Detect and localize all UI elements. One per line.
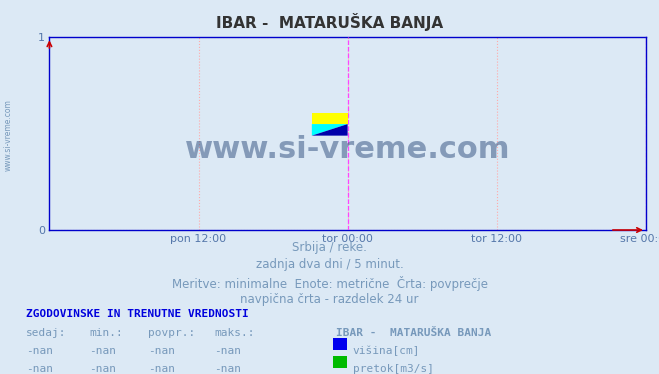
Text: maks.:: maks.: [214,328,254,338]
Text: sedaj:: sedaj: [26,328,67,338]
Text: ZGODOVINSKE IN TRENUTNE VREDNOSTI: ZGODOVINSKE IN TRENUTNE VREDNOSTI [26,309,249,319]
FancyBboxPatch shape [312,113,348,124]
Text: -nan: -nan [89,364,116,374]
Text: Meritve: minimalne  Enote: metrične  Črta: povprečje: Meritve: minimalne Enote: metrične Črta:… [171,276,488,291]
Text: -nan: -nan [89,346,116,356]
Text: višina[cm]: višina[cm] [353,346,420,356]
Text: -nan: -nan [214,364,241,374]
Text: Srbija / reke.: Srbija / reke. [292,241,367,254]
Text: www.si-vreme.com: www.si-vreme.com [3,99,13,171]
Text: pretok[m3/s]: pretok[m3/s] [353,364,434,374]
Text: -nan: -nan [148,364,175,374]
Text: IBAR -  MATARUŠKA BANJA: IBAR - MATARUŠKA BANJA [336,328,492,338]
Text: -nan: -nan [148,346,175,356]
Text: -nan: -nan [26,346,53,356]
Text: min.:: min.: [89,328,123,338]
Text: IBAR -  MATARUŠKA BANJA: IBAR - MATARUŠKA BANJA [216,13,443,31]
Text: -nan: -nan [214,346,241,356]
Text: povpr.:: povpr.: [148,328,196,338]
Text: zadnja dva dni / 5 minut.: zadnja dva dni / 5 minut. [256,258,403,272]
Polygon shape [312,124,348,136]
Text: -nan: -nan [26,364,53,374]
Polygon shape [312,124,348,136]
Text: navpična črta - razdelek 24 ur: navpična črta - razdelek 24 ur [241,293,418,306]
Text: www.si-vreme.com: www.si-vreme.com [185,135,510,163]
